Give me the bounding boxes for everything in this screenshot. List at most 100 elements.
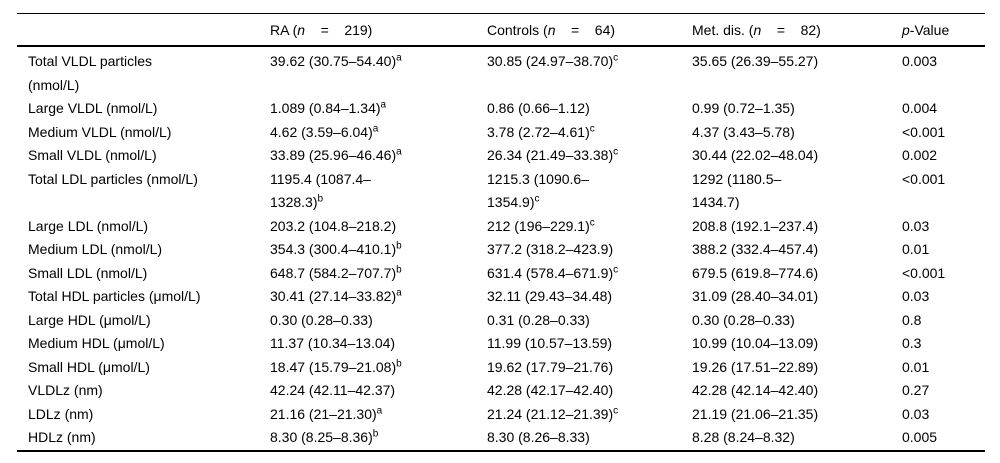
ra-value: 203.2 (104.8–218.2) (270, 217, 397, 234)
row-label: Medium HDL (μmol/L) (17, 332, 270, 356)
ra-value-cell: 33.89 (25.96–46.46)a (270, 144, 487, 168)
p-value: 0.8 (902, 311, 922, 328)
table-row: Small HDL (μmol/L) 18.47 (15.79–21.08)b … (17, 356, 985, 380)
p-value-cell: <0.001 (902, 168, 985, 215)
table-body: Total VLDL particles (nmol/L) 39.62 (30.… (17, 46, 985, 451)
met-dis-value: 19.26 (17.51–22.89) (692, 358, 819, 375)
significance-superscript: c (613, 263, 619, 275)
table-row: Small LDL (nmol/L) 648.7 (584.2–707.7)b … (17, 262, 985, 286)
ra-value: 1195.4 (1087.4– 1328.3) (270, 170, 371, 211)
table-row: HDLz (nm) 8.30 (8.25–8.36)b 8.30 (8.26–8… (17, 426, 985, 451)
p-value: 0.01 (902, 241, 930, 257)
row-label: Medium LDL (nmol/L) (17, 238, 270, 262)
table-row: Large HDL (μmol/L) 0.30 (0.28–0.33) 0.31… (17, 309, 985, 333)
significance-superscript: c (613, 146, 619, 158)
met-dis-value-cell: 19.26 (17.51–22.89) (692, 356, 902, 380)
header-text: Met. dis. ( (692, 21, 754, 38)
p-symbol: p (902, 21, 910, 38)
met-dis-value: 1292 (1180.5– 1434.7) (692, 170, 782, 211)
ra-value-cell: 42.24 (42.11–42.37) (270, 379, 487, 403)
row-label-text: Total VLDL particles (nmol/L) (28, 53, 152, 93)
row-label-text: Medium LDL (nmol/L) (28, 241, 163, 257)
n-symbol: n (547, 21, 556, 38)
controls-value-cell: 42.28 (42.17–42.40) (487, 379, 692, 403)
controls-value: 42.28 (42.17–42.40) (487, 382, 614, 398)
significance-superscript: c (534, 193, 540, 205)
row-label: Small LDL (nmol/L) (17, 262, 270, 286)
significance-superscript: b (372, 428, 379, 440)
significance-superscript: b (396, 263, 402, 275)
row-label: Total VLDL particles (nmol/L) (17, 46, 270, 97)
ra-value-cell: 11.37 (10.34–13.04) (270, 332, 487, 356)
ra-value: 354.3 (300.4–410.1) (270, 241, 397, 257)
ra-value-cell: 354.3 (300.4–410.1)b (270, 238, 487, 262)
p-value-cell: 0.27 (902, 379, 985, 403)
p-value-cell: 0.004 (902, 97, 985, 121)
met-dis-value: 0.99 (0.72–1.35) (692, 100, 795, 116)
table-row: Medium LDL (nmol/L) 354.3 (300.4–410.1)b… (17, 238, 985, 262)
row-label: Large HDL (μmol/L) (17, 309, 270, 333)
row-label-text: Small LDL (nmol/L) (28, 264, 148, 281)
table-row: Total HDL particles (μmol/L) 30.41 (27.1… (17, 285, 985, 309)
controls-value-cell: 377.2 (318.2–423.9) (487, 238, 692, 262)
ra-value-cell: 1195.4 (1087.4– 1328.3)b (270, 168, 487, 215)
row-label: Large LDL (nmol/L) (17, 215, 270, 239)
ra-value: 648.7 (584.2–707.7) (270, 264, 397, 281)
met-dis-value-cell: 35.65 (26.39–55.27) (692, 46, 902, 97)
met-dis-value: 31.09 (28.40–34.01) (692, 288, 819, 304)
row-label-text: Total LDL particles (nmol/L) (28, 170, 198, 187)
ra-value: 11.37 (10.34–13.04) (270, 335, 396, 351)
controls-value: 19.62 (17.79–21.76) (487, 358, 614, 375)
p-value-cell: 0.03 (902, 215, 985, 239)
met-dis-value: 679.5 (619.8–774.6) (692, 264, 819, 281)
significance-superscript: a (396, 52, 402, 64)
p-value: 0.002 (902, 147, 938, 163)
significance-superscript: a (396, 146, 402, 158)
row-label-text: Large LDL (nmol/L) (28, 217, 149, 234)
controls-value: 377.2 (318.2–423.9) (487, 241, 614, 257)
table-row: Total LDL particles (nmol/L) 1195.4 (108… (17, 168, 985, 215)
table-row: Small VLDL (nmol/L) 33.89 (25.96–46.46)a… (17, 144, 985, 168)
met-dis-value-cell: 21.19 (21.06–21.35) (692, 403, 902, 427)
controls-value-cell: 631.4 (578.4–671.9)c (487, 262, 692, 286)
empty-header-cell (17, 13, 270, 47)
ra-value-cell: 18.47 (15.79–21.08)b (270, 356, 487, 380)
p-value: <0.001 (902, 264, 946, 281)
p-value: 0.004 (902, 100, 938, 116)
p-value-cell: 0.01 (902, 238, 985, 262)
significance-superscript: a (376, 404, 383, 416)
sample-count: 219) (344, 21, 373, 38)
p-value: 0.03 (902, 288, 930, 304)
ra-value-cell: 4.62 (3.59–6.04)a (270, 121, 487, 145)
met-dis-value: 35.65 (26.39–55.27) (692, 53, 819, 69)
row-label-text: Medium VLDL (nmol/L) (28, 123, 172, 140)
column-header-met-dis: Met. dis. (n = 82) (692, 13, 902, 47)
p-value-cell: 0.002 (902, 144, 985, 168)
controls-value: 3.78 (2.72–4.61) (487, 123, 590, 140)
met-dis-value-cell: 30.44 (22.02–48.04) (692, 144, 902, 168)
row-label: VLDLz (nm) (17, 379, 270, 403)
significance-superscript: c (589, 122, 595, 134)
met-dis-value-cell: 1292 (1180.5– 1434.7) (692, 168, 902, 215)
n-symbol: n (753, 21, 762, 38)
row-label-text: VLDLz (nm) (28, 382, 103, 398)
row-label-text: Large HDL (μmol/L) (28, 311, 151, 328)
controls-value: 0.86 (0.66–1.12) (487, 100, 590, 116)
ra-value: 4.62 (3.59–6.04) (270, 123, 373, 140)
controls-value-cell: 32.11 (29.43–34.48) (487, 285, 692, 309)
p-value: 0.003 (902, 53, 938, 69)
p-value: 0.01 (902, 358, 930, 375)
met-dis-value-cell: 679.5 (619.8–774.6) (692, 262, 902, 286)
met-dis-value-cell: 10.99 (10.04–13.09) (692, 332, 902, 356)
met-dis-value: 21.19 (21.06–21.35) (692, 405, 819, 422)
p-value-cell: 0.03 (902, 285, 985, 309)
p-value-cell: 0.3 (902, 332, 985, 356)
controls-value-cell: 212 (196–229.1)c (487, 215, 692, 239)
p-value-cell: <0.001 (902, 121, 985, 145)
controls-value-cell: 0.31 (0.28–0.33) (487, 309, 692, 333)
ra-value-cell: 39.62 (30.75–54.40)a (270, 46, 487, 97)
column-header-p-value: p-Value (902, 13, 985, 47)
header-text: Controls ( (487, 21, 548, 38)
ra-value: 18.47 (15.79–21.08) (270, 358, 397, 375)
ra-value: 8.30 (8.25–8.36) (270, 429, 373, 445)
